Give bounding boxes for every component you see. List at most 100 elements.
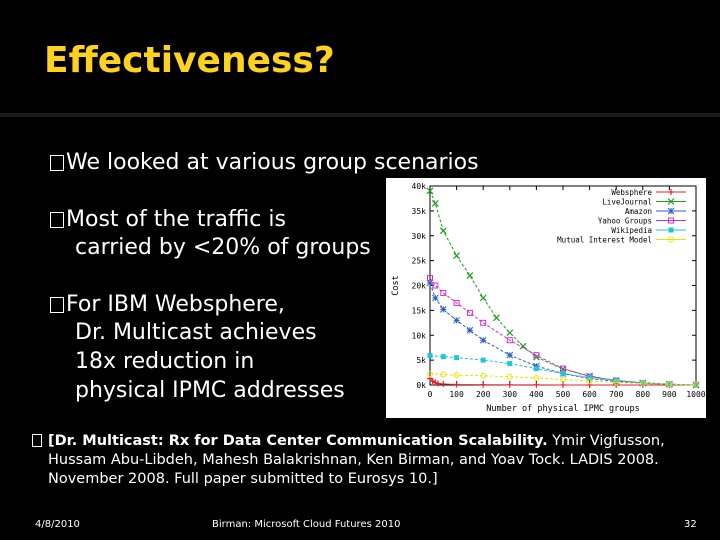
- series-line: [429, 373, 697, 386]
- data-point: [427, 275, 433, 282]
- data-point: [454, 355, 460, 361]
- data-point: [466, 326, 474, 334]
- footer-center: Birman: Microsoft Cloud Futures 2010: [212, 519, 401, 530]
- data-point: [668, 236, 674, 243]
- x-tick-label: 900: [662, 390, 677, 399]
- legend-label: Websphere: [611, 188, 652, 197]
- bullet-3-line4: physical IPMC addresses: [75, 378, 345, 403]
- data-point: [666, 381, 673, 388]
- data-point: [533, 352, 540, 359]
- footer-date: 4/8/2010: [35, 519, 80, 530]
- x-tick-label: 100: [449, 390, 464, 399]
- data-point: [480, 381, 487, 388]
- data-point: [506, 337, 513, 344]
- y-tick-label: 35k: [412, 207, 427, 216]
- data-point: [426, 187, 434, 195]
- y-tick-label: 40k: [412, 182, 427, 191]
- data-point: [480, 319, 487, 326]
- y-tick-label: 20k: [412, 282, 427, 291]
- data-point: [479, 336, 487, 344]
- data-point: [480, 357, 486, 363]
- data-point: [586, 381, 593, 388]
- data-point: [519, 342, 527, 350]
- data-point: [439, 306, 447, 313]
- bullet-3-line2: Dr. Multicast achieves: [75, 320, 317, 345]
- y-tick-label: 30k: [412, 232, 427, 241]
- data-point: [440, 289, 447, 296]
- legend-label: Amazon: [625, 207, 652, 216]
- x-tick-label: 200: [476, 390, 491, 399]
- bullet-2-text: Most of the traffic is: [66, 207, 286, 232]
- data-point: [440, 371, 447, 378]
- data-point: [479, 294, 487, 302]
- x-tick-label: 600: [582, 390, 597, 399]
- bullet-icon: [50, 155, 64, 171]
- data-point: [432, 379, 439, 386]
- data-point: [480, 372, 487, 379]
- data-point: [613, 379, 620, 386]
- chart-background: [386, 178, 706, 418]
- x-tick-label: 1000: [686, 390, 705, 399]
- data-point: [440, 381, 447, 388]
- data-point: [432, 282, 439, 289]
- x-axis-label: Number of physical IPMC groups: [486, 404, 640, 414]
- data-point: [427, 371, 433, 378]
- reference-rest: Ymir Vigfusson, Hussam Abu-Libdeh, Mahes…: [48, 433, 665, 487]
- data-point: [613, 378, 619, 384]
- data-point: [666, 381, 672, 387]
- data-point: [587, 375, 593, 381]
- data-point: [453, 299, 460, 306]
- data-point: [667, 207, 675, 215]
- data-point: [533, 375, 540, 382]
- data-point: [506, 351, 514, 359]
- data-point: [431, 294, 439, 302]
- data-point: [453, 381, 460, 388]
- data-point: [693, 382, 699, 388]
- y-axis-label: Cost: [391, 275, 401, 295]
- bullet-1: We looked at various group scenarios: [50, 150, 479, 175]
- data-point: [427, 353, 433, 359]
- y-tick-label: 5k: [416, 356, 426, 365]
- reference-text: [Dr. Multicast: Rx for Data Center Commu…: [48, 432, 673, 489]
- series-line: [429, 355, 697, 386]
- bullet-icon: [50, 212, 64, 228]
- x-tick-label: 0: [428, 390, 433, 399]
- data-point: [533, 366, 539, 372]
- data-point: [667, 198, 675, 205]
- data-point: [431, 199, 439, 207]
- data-point: [533, 381, 540, 388]
- data-point: [426, 279, 434, 287]
- data-point: [493, 314, 500, 322]
- data-point: [560, 376, 566, 383]
- bullet-2: Most of the traffic is: [50, 207, 286, 232]
- data-point: [586, 378, 593, 385]
- x-tick-label: 300: [503, 390, 518, 399]
- bullet-3-text: For IBM Websphere,: [66, 292, 285, 317]
- y-tick-label: 25k: [412, 257, 427, 266]
- y-tick-label: 0k: [416, 381, 426, 390]
- x-tick-label: 400: [529, 390, 544, 399]
- reference-bullet-icon: [32, 434, 42, 447]
- legend-label: LiveJournal: [602, 198, 652, 207]
- reference-bold: [Dr. Multicast: Rx for Data Center Commu…: [48, 433, 548, 449]
- data-point: [453, 316, 460, 324]
- data-point: [560, 381, 566, 388]
- footer-page-number: 32: [684, 519, 697, 530]
- data-point: [439, 227, 447, 235]
- y-tick-label: 15k: [412, 306, 427, 315]
- x-tick-label: 500: [556, 390, 571, 399]
- cost-chart: 0k 5k 10k 15k 20k 25k 30k 35k 40k 0 100 200 300 400 50…: [386, 178, 706, 418]
- title-divider: [0, 113, 720, 117]
- data-point: [453, 372, 460, 379]
- x-tick-label: 800: [636, 390, 651, 399]
- y-tick-label: 10k: [412, 331, 427, 340]
- data-point: [466, 272, 474, 279]
- bullet-3: For IBM Websphere,: [50, 292, 285, 317]
- data-point: [440, 354, 446, 360]
- bullet-icon: [50, 297, 64, 313]
- data-point: [639, 380, 646, 387]
- data-point: [507, 361, 513, 367]
- data-point: [560, 371, 566, 377]
- data-point: [434, 380, 441, 387]
- title-bar: Effectiveness?: [0, 0, 720, 113]
